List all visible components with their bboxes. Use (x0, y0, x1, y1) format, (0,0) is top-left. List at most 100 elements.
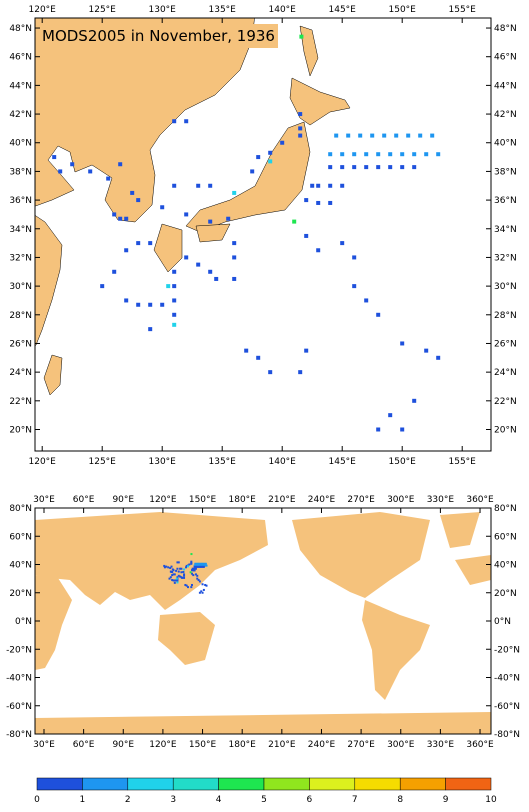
observation-cell (328, 165, 333, 170)
x-tick-label: 125°E (89, 457, 117, 467)
observation-cell (172, 119, 177, 124)
colorbar-tick-label: 8 (397, 795, 403, 805)
observation-cell (185, 584, 188, 587)
observation-cell (177, 561, 180, 564)
observation-cell (364, 152, 369, 157)
observation-cell (250, 169, 255, 174)
observation-cell (376, 165, 381, 170)
observation-cell (299, 34, 304, 39)
y-tick-label: 38°N (9, 167, 32, 177)
observation-cell (194, 565, 197, 568)
observation-cell (183, 573, 186, 576)
observation-cell (298, 133, 303, 138)
y-tick-label: 22°N (494, 397, 517, 407)
observation-cell (292, 219, 297, 224)
observation-cell (328, 200, 333, 205)
observation-cell (244, 348, 249, 353)
observation-cell (412, 152, 417, 157)
observation-cell (172, 298, 177, 303)
colorbar-tick-label: 4 (216, 795, 222, 805)
observation-cell (197, 579, 200, 582)
observation-cell (58, 169, 63, 174)
y-tick-label: -40°N (6, 674, 32, 684)
observation-cell (171, 574, 174, 577)
y-tick-label: 28°N (9, 311, 32, 321)
observation-cell (232, 241, 237, 246)
y-tick-label: 42°N (9, 110, 32, 120)
y-tick-label: 28°N (494, 311, 517, 321)
observation-cell (203, 562, 206, 565)
y-tick-label: -80°N (6, 730, 32, 740)
observation-cell (400, 341, 405, 346)
observation-cell (169, 576, 172, 579)
observation-cell (201, 583, 204, 586)
y-tick-label: 60°N (494, 532, 517, 542)
observation-cell (189, 571, 192, 574)
observation-cell (340, 165, 345, 170)
bottom-land (35, 512, 491, 734)
observation-cell (176, 576, 179, 579)
observation-cell (193, 565, 196, 568)
y-tick-label: 0°N (15, 617, 32, 627)
observation-cell (160, 302, 165, 307)
observation-cell (316, 248, 321, 253)
x-tick-label: 90°E (112, 740, 134, 750)
observation-cell (172, 573, 175, 576)
x-tick-label: 135°E (209, 457, 237, 467)
observation-cell (194, 573, 197, 576)
colorbar-tick-label: 7 (352, 795, 358, 805)
observation-cell (100, 284, 105, 289)
observation-cell (214, 276, 219, 281)
observation-cell (136, 302, 141, 307)
observation-cell (352, 165, 357, 170)
observation-cell (176, 567, 179, 570)
observation-cell (232, 190, 237, 195)
x-tick-label: 210°E (268, 495, 296, 505)
observation-cell (388, 413, 393, 418)
x-tick-label: 140°E (269, 5, 297, 15)
observation-cell (201, 564, 204, 567)
observation-cell (136, 241, 141, 246)
y-tick-label: 48°N (494, 24, 517, 34)
observation-cell (358, 133, 363, 138)
observation-cell (171, 568, 174, 571)
observation-cell (124, 248, 129, 253)
observation-cell (192, 574, 195, 577)
y-tick-label: 60°N (9, 532, 32, 542)
observation-cell (418, 133, 423, 138)
x-tick-label: 60°E (73, 740, 95, 750)
observation-cell (388, 165, 393, 170)
observation-cell (334, 133, 339, 138)
observation-cell (88, 169, 93, 174)
observation-cell (173, 579, 176, 582)
map-title: MODS2005 in November, 1936 (42, 27, 275, 45)
observation-cell (193, 567, 196, 570)
x-tick-label: 330°E (427, 740, 455, 750)
observation-cell (188, 563, 191, 566)
observation-cell (169, 567, 172, 570)
observation-cell (192, 569, 195, 572)
observation-cell (370, 133, 375, 138)
x-tick-label: 150°E (189, 495, 217, 505)
observation-cell (187, 586, 190, 589)
y-tick-label: -80°N (494, 730, 520, 740)
observation-cell (194, 564, 197, 567)
y-tick-label: 40°N (494, 139, 517, 149)
x-tick-label: 155°E (449, 457, 477, 467)
observation-cell (204, 562, 207, 565)
observation-cell (316, 200, 321, 205)
y-tick-label: 22°N (9, 397, 32, 407)
colorbar-swatch (82, 777, 129, 791)
observation-cell (130, 190, 135, 195)
observation-cell (208, 269, 213, 274)
y-tick-label: 24°N (494, 368, 517, 378)
observation-cell (184, 119, 189, 124)
observation-cell (208, 183, 213, 188)
observation-cell (172, 269, 177, 274)
y-tick-label: 38°N (494, 167, 517, 177)
observation-cell (190, 572, 193, 575)
y-tick-label: 30°N (9, 282, 32, 292)
colorbar-swatch (309, 777, 356, 791)
observation-cell (175, 579, 178, 582)
observation-cell (201, 591, 204, 594)
